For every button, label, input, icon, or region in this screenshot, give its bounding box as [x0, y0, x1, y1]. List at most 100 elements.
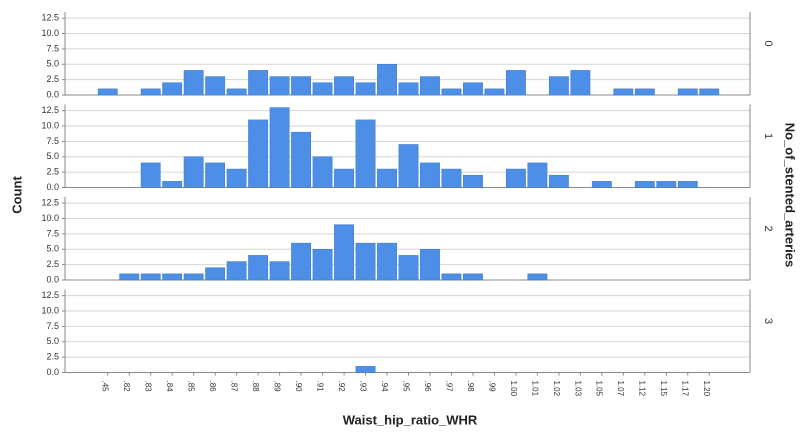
x-tick-label: .82: [122, 381, 131, 393]
panel-label: 3: [762, 318, 774, 324]
bar: [377, 64, 397, 96]
bar: [226, 261, 247, 281]
x-tick-label: 1.00: [509, 381, 518, 397]
y-tick-label: 12.5: [41, 13, 59, 23]
bar: [377, 168, 397, 188]
x-tick-label: 1.03: [573, 381, 582, 397]
y-axis-title: Count: [9, 176, 24, 214]
x-tick-label: 1.07: [616, 381, 625, 397]
x-tick-label: 1.01: [530, 381, 539, 397]
panel-axis-title: No_of_stented_arteries: [783, 123, 798, 268]
bar: [441, 88, 462, 96]
bar: [140, 162, 161, 188]
y-tick-label: 5.0: [46, 244, 59, 254]
y-tick-label: 0.0: [46, 274, 59, 284]
bar: [463, 82, 483, 96]
x-tick-label: 1.05: [595, 381, 604, 397]
y-tick-label: 2.5: [46, 74, 59, 84]
bar: [656, 181, 677, 188]
bar: [162, 82, 183, 96]
x-tick-label: .98: [466, 381, 475, 393]
bar: [183, 273, 204, 281]
bar: [634, 88, 655, 96]
y-tick-label: 7.5: [46, 228, 59, 238]
x-tick-label: 1.20: [702, 381, 711, 397]
bar: [355, 119, 376, 188]
bar: [312, 249, 333, 281]
bar: [269, 261, 290, 281]
bar: [312, 82, 333, 96]
bar: [291, 76, 312, 96]
bar: [205, 267, 226, 281]
x-tick-label: 1.17: [681, 381, 690, 397]
bar: [205, 76, 226, 96]
bar: [527, 162, 548, 188]
y-tick-label: 7.5: [46, 136, 59, 146]
bar: [334, 76, 354, 96]
bar: [420, 76, 440, 96]
y-tick-label: 12.5: [41, 105, 59, 115]
bar: [591, 181, 612, 188]
y-tick-label: 2.5: [46, 259, 59, 269]
x-tick-label: .97: [444, 381, 453, 393]
x-tick-label: .85: [187, 381, 196, 393]
bar: [205, 162, 226, 188]
y-tick-label: 12.5: [41, 198, 59, 208]
bar: [355, 242, 376, 281]
x-tick-label: .91: [315, 381, 324, 393]
bar: [248, 70, 269, 96]
x-tick-label: .93: [358, 381, 367, 393]
x-tick-label: 1.02: [552, 381, 561, 397]
bar: [484, 88, 505, 96]
bar: [677, 181, 698, 188]
panel-label: 2: [762, 225, 774, 231]
bar: [226, 168, 247, 188]
x-tick-label: .89: [272, 381, 281, 393]
bar: [140, 273, 161, 281]
x-tick-label: .99: [487, 381, 496, 393]
bar: [269, 107, 290, 188]
bar: [613, 88, 634, 96]
y-tick-label: 2.5: [46, 352, 59, 362]
bar: [248, 119, 269, 188]
bar: [312, 156, 333, 188]
y-tick-label: 5.0: [46, 336, 59, 346]
x-tick-label: .88: [251, 381, 260, 393]
y-tick-label: 2.5: [46, 167, 59, 177]
bar: [291, 242, 312, 281]
bar: [377, 242, 397, 281]
bar: [269, 76, 290, 96]
bar: [398, 255, 419, 281]
x-tick-label: .45: [101, 381, 110, 393]
bar: [398, 144, 419, 188]
panel-label: 0: [762, 40, 774, 46]
x-tick-label: .90: [294, 381, 303, 393]
x-tick-label: .86: [208, 381, 217, 393]
x-tick-label: .95: [401, 381, 410, 393]
x-tick-label: .84: [165, 381, 174, 393]
y-tick-label: 10.0: [41, 28, 59, 38]
bar: [463, 273, 483, 281]
x-tick-label: .96: [423, 381, 432, 393]
bar: [677, 88, 698, 96]
bar: [420, 162, 440, 188]
bar: [355, 366, 376, 373]
y-tick-label: 10.0: [41, 305, 59, 315]
bar: [570, 70, 591, 96]
x-axis-title: Waist_hip_ratio_WHR: [343, 412, 478, 427]
y-tick-label: 12.5: [41, 290, 59, 300]
bar: [505, 168, 526, 188]
x-tick-label: .83: [144, 381, 153, 393]
bar: [183, 156, 204, 188]
bar: [527, 273, 548, 281]
y-tick-label: 10.0: [41, 120, 59, 130]
y-tick-label: 7.5: [46, 321, 59, 331]
y-tick-label: 5.0: [46, 151, 59, 161]
bar: [97, 88, 118, 96]
bar: [699, 88, 720, 96]
y-tick-label: 0.0: [46, 89, 59, 99]
panel-label: 1: [762, 133, 774, 139]
bar: [463, 174, 483, 188]
bar: [505, 70, 526, 96]
